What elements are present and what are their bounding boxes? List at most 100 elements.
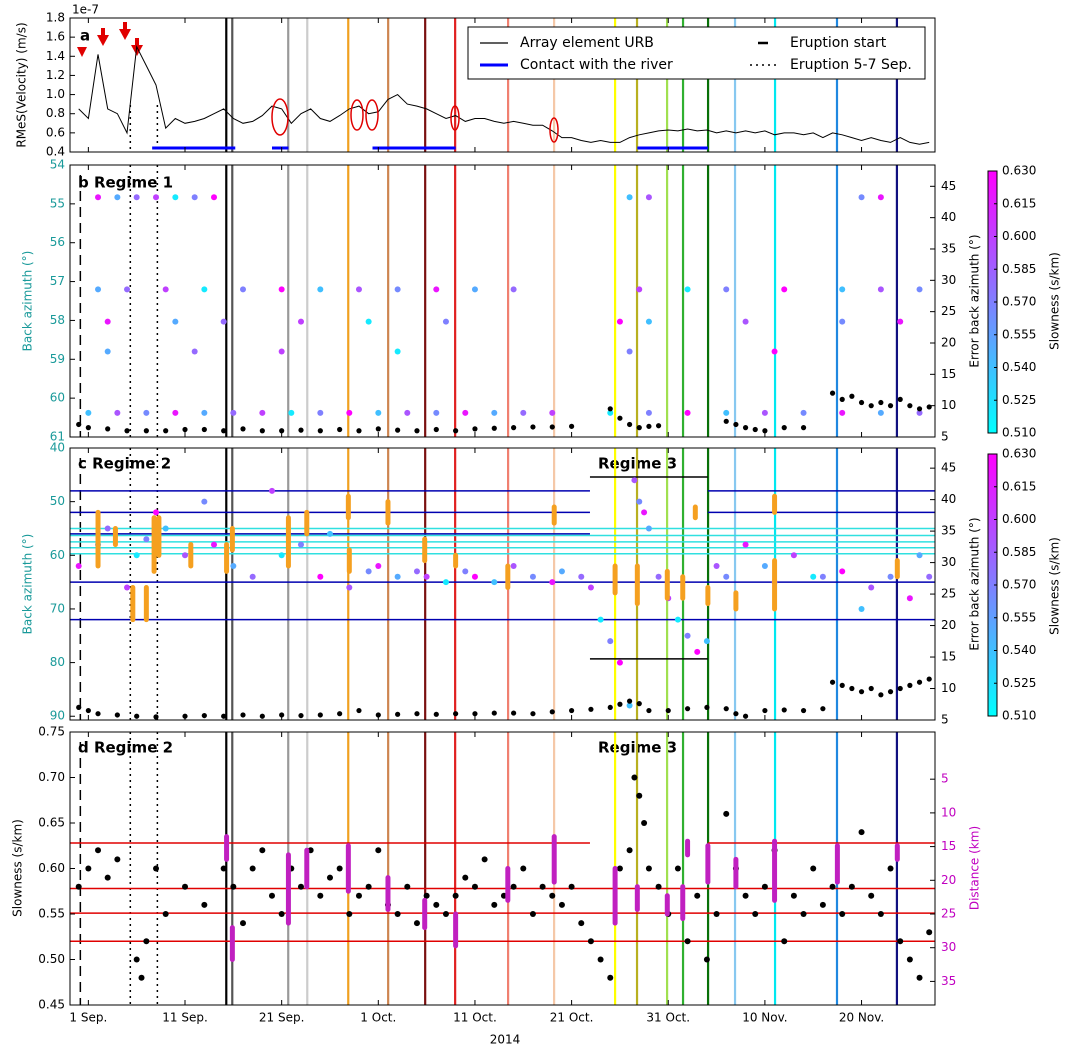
data-point bbox=[404, 883, 411, 890]
y2-tick-label: 30 bbox=[941, 555, 956, 569]
error-point bbox=[800, 424, 807, 431]
data-point bbox=[346, 409, 353, 416]
data-point bbox=[153, 509, 160, 516]
y2-tick-label: 10 bbox=[941, 805, 956, 819]
error-point bbox=[588, 706, 594, 712]
error-point bbox=[472, 426, 478, 432]
data-point bbox=[365, 568, 372, 575]
data-point bbox=[278, 552, 285, 559]
data-point bbox=[259, 847, 266, 854]
error-point bbox=[114, 712, 120, 718]
error-point bbox=[491, 425, 497, 431]
data-point bbox=[529, 911, 536, 917]
y-tick-label: 61 bbox=[50, 430, 65, 444]
data-point bbox=[336, 865, 343, 872]
data-point bbox=[201, 286, 208, 293]
data-point bbox=[95, 194, 102, 201]
data-point bbox=[138, 974, 145, 981]
data-point bbox=[114, 856, 121, 863]
panel-label: a bbox=[80, 27, 90, 45]
y-tick-label: 1.4 bbox=[46, 49, 65, 63]
data-point bbox=[471, 573, 478, 580]
error-point bbox=[337, 711, 343, 717]
data-point bbox=[800, 409, 807, 416]
data-point bbox=[346, 584, 353, 591]
y-tick-label: 1.2 bbox=[46, 68, 65, 82]
error-point bbox=[762, 428, 768, 434]
y-tick-label: 55 bbox=[50, 196, 65, 210]
data-point bbox=[839, 568, 846, 575]
error-point bbox=[569, 423, 575, 429]
data-point bbox=[684, 409, 691, 416]
error-point bbox=[472, 711, 478, 717]
colorbar-tick-label: 0.585 bbox=[1002, 545, 1036, 559]
error-point bbox=[897, 396, 903, 402]
data-point bbox=[143, 536, 150, 543]
data-point bbox=[143, 409, 150, 416]
error-point bbox=[453, 428, 459, 434]
error-point bbox=[704, 704, 710, 711]
data-point bbox=[742, 318, 749, 325]
data-point bbox=[249, 573, 256, 580]
y-tick-label: 58 bbox=[50, 313, 65, 327]
data-point bbox=[394, 348, 401, 355]
data-point bbox=[723, 286, 730, 293]
error-point bbox=[433, 426, 439, 433]
y-tick-label: 90 bbox=[50, 709, 65, 723]
error-point bbox=[375, 426, 381, 432]
data-point bbox=[375, 847, 382, 854]
y2-tick-label: 30 bbox=[941, 940, 956, 954]
data-point bbox=[133, 552, 140, 559]
error-point bbox=[569, 707, 575, 714]
error-point bbox=[95, 711, 101, 717]
data-point bbox=[230, 883, 237, 890]
y-tick-label: 57 bbox=[50, 274, 65, 288]
error-point bbox=[907, 682, 913, 688]
panel-label: b Regime 1 bbox=[78, 174, 173, 192]
colorbar-tick-label: 0.615 bbox=[1002, 196, 1036, 210]
data-point bbox=[317, 573, 324, 580]
y-tick-label: 0.4 bbox=[46, 145, 65, 159]
data-point bbox=[297, 318, 304, 325]
panel-label: d Regime 2 bbox=[78, 739, 173, 757]
y-tick-label: 50 bbox=[50, 494, 65, 508]
data-point bbox=[191, 194, 198, 201]
error-point bbox=[733, 711, 739, 717]
data-point bbox=[317, 286, 324, 293]
colorbar-tick-label: 0.630 bbox=[1002, 447, 1036, 461]
colorbar-tick-label: 0.600 bbox=[1002, 512, 1036, 526]
data-point bbox=[597, 616, 604, 623]
error-point bbox=[723, 706, 729, 712]
error-point bbox=[240, 426, 246, 432]
data-point bbox=[877, 286, 884, 293]
error-point bbox=[752, 426, 758, 433]
data-point bbox=[616, 318, 623, 325]
y-tick-label: 0.55 bbox=[38, 907, 65, 921]
data-point bbox=[491, 409, 498, 416]
colorbar-label: Slowness (s/km) bbox=[1048, 537, 1062, 635]
data-point bbox=[887, 573, 894, 580]
data-point bbox=[182, 552, 189, 559]
data-point bbox=[133, 194, 140, 201]
data-point bbox=[703, 638, 710, 645]
data-point bbox=[220, 318, 227, 325]
data-point bbox=[723, 810, 730, 817]
error-point bbox=[781, 424, 787, 431]
data-point bbox=[752, 911, 759, 917]
error-point bbox=[897, 685, 903, 692]
y2-tick-label: 20 bbox=[941, 335, 956, 349]
error-point bbox=[916, 679, 923, 685]
data-point bbox=[723, 573, 730, 580]
data-point bbox=[877, 194, 884, 201]
x-tick-label: 31 Oct. bbox=[646, 1011, 690, 1025]
y2-tick-label: 25 bbox=[941, 907, 956, 921]
data-point bbox=[462, 409, 469, 416]
data-point bbox=[143, 938, 150, 945]
y-tick-label: 1.6 bbox=[46, 30, 65, 44]
y2-tick-label: 45 bbox=[941, 179, 956, 193]
y2-tick-label: 30 bbox=[941, 273, 956, 287]
data-point bbox=[404, 409, 411, 416]
error-point bbox=[839, 682, 845, 688]
data-point bbox=[172, 409, 179, 416]
error-point bbox=[530, 711, 536, 717]
